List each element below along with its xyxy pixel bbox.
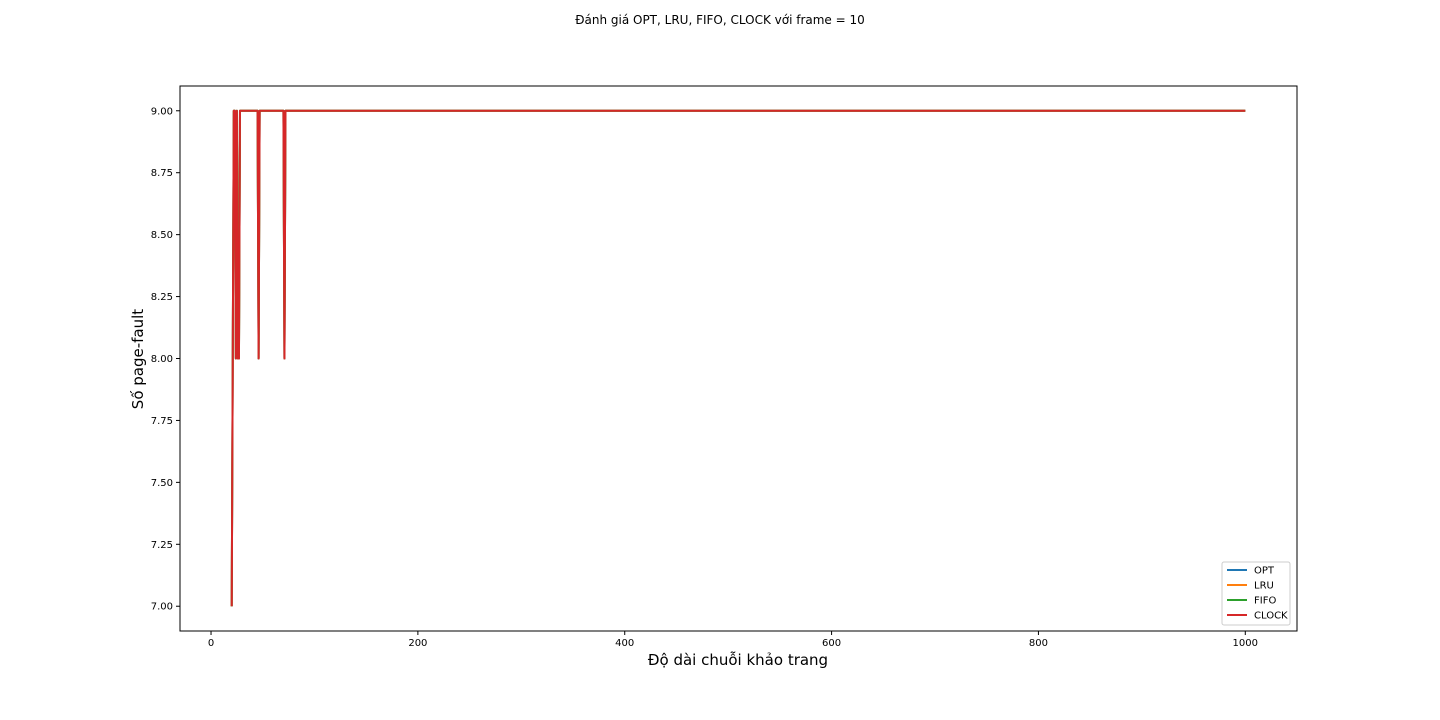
x-axis-label: Độ dài chuỗi khảo trang <box>648 651 828 669</box>
legend-label-fifo: FIFO <box>1254 596 1276 607</box>
x-tick-label: 1000 <box>1233 638 1258 649</box>
y-tick-label: 8.00 <box>151 354 173 365</box>
legend: OPT LRU FIFO CLOCK <box>1221 561 1291 626</box>
x-tick-label: 0 <box>208 638 214 649</box>
x-axis: 0 200 400 600 800 1000 <box>208 631 1258 649</box>
series-lines <box>230 109 1246 607</box>
y-tick-label: 7.25 <box>151 540 173 551</box>
legend-label-lru: LRU <box>1254 581 1274 592</box>
legend-box <box>1221 561 1291 626</box>
plot-area-frame <box>179 85 1298 632</box>
y-tick-label: 7.50 <box>151 478 173 489</box>
y-tick-label: 8.75 <box>151 168 173 179</box>
y-tick-label: 8.50 <box>151 230 173 241</box>
series-line-opt <box>230 109 1246 607</box>
legend-label-opt: OPT <box>1254 566 1275 577</box>
series-line-lru <box>230 109 1246 607</box>
x-tick-label: 600 <box>822 638 841 649</box>
x-tick-label: 400 <box>615 638 634 649</box>
y-tick-label: 9.00 <box>151 106 173 117</box>
y-axis: 7.00 7.25 7.50 7.75 8.00 8.25 8.50 8.75 9.00 <box>151 106 180 613</box>
series-line-fifo <box>230 109 1246 607</box>
chart-title: Đánh giá OPT, LRU, FIFO, CLOCK với frame… <box>575 13 865 27</box>
legend-label-clock: CLOCK <box>1254 611 1288 622</box>
x-tick-label: 800 <box>1029 638 1048 649</box>
y-tick-label: 8.25 <box>151 292 173 303</box>
y-axis-label: Số page-fault <box>129 309 147 409</box>
y-tick-label: 7.00 <box>151 602 173 613</box>
series-line-clock <box>230 109 1246 607</box>
x-tick-label: 200 <box>408 638 427 649</box>
y-tick-label: 7.75 <box>151 416 173 427</box>
